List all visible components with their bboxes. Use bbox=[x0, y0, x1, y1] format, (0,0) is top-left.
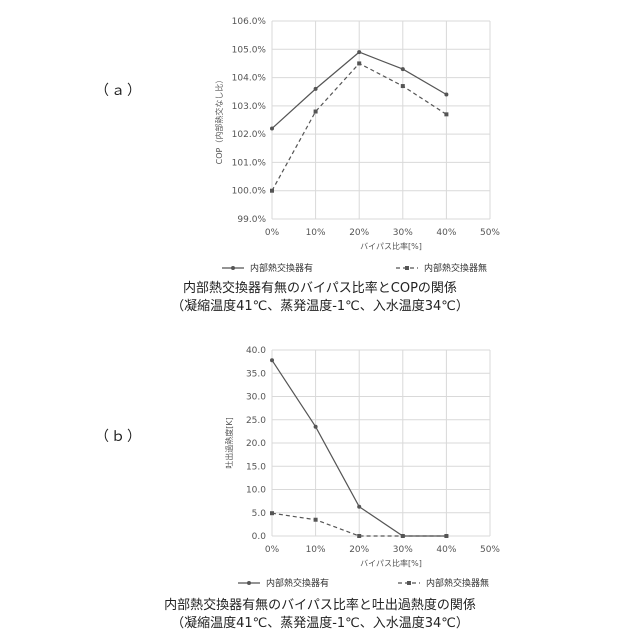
legend-label: 内部熱交換器有 bbox=[266, 577, 329, 589]
y-tick-label: 15.0 bbox=[246, 462, 266, 472]
y-tick-label: 5.0 bbox=[252, 509, 267, 519]
data-point-square bbox=[314, 518, 318, 522]
legend-marker-square bbox=[407, 581, 411, 585]
caption-a-line1: 内部熱交換器有無のバイパス比率とCOPの関係 bbox=[0, 280, 640, 298]
y-tick-label: 10.0 bbox=[246, 486, 266, 496]
legend-label: 内部熱交換器無 bbox=[426, 577, 489, 589]
data-point-square bbox=[444, 534, 448, 538]
data-point-circle bbox=[270, 358, 274, 362]
x-tick-label: 50% bbox=[480, 545, 500, 555]
y-axis-title: 吐出過熱度[K] bbox=[224, 417, 234, 469]
y-tick-label: 30.0 bbox=[246, 393, 266, 403]
caption-a: 内部熱交換器有無のバイパス比率とCOPの関係 （凝縮温度41℃、蒸発温度-1℃、… bbox=[0, 280, 640, 316]
caption-a-line2: （凝縮温度41℃、蒸発温度-1℃、入水温度34℃） bbox=[0, 298, 640, 316]
y-tick-label: 25.0 bbox=[246, 416, 266, 426]
data-point-square bbox=[270, 511, 274, 515]
y-tick-label: 20.0 bbox=[246, 439, 266, 449]
x-tick-label: 20% bbox=[349, 545, 369, 555]
data-point-square bbox=[401, 534, 405, 538]
legend-marker-circle bbox=[247, 581, 251, 585]
y-tick-label: 35.0 bbox=[246, 369, 266, 379]
data-point-circle bbox=[357, 505, 361, 509]
y-tick-label: 40.0 bbox=[246, 346, 266, 356]
x-tick-label: 40% bbox=[436, 545, 456, 555]
caption-b-line1: 内部熱交換器有無のバイパス比率と吐出過熱度の関係 bbox=[0, 597, 640, 615]
data-point-circle bbox=[314, 425, 318, 429]
x-tick-label: 10% bbox=[306, 545, 326, 555]
y-tick-label: 0.0 bbox=[252, 532, 267, 542]
data-point-square bbox=[357, 534, 361, 538]
caption-b: 内部熱交換器有無のバイパス比率と吐出過熱度の関係 （凝縮温度41℃、蒸発温度-1… bbox=[0, 597, 640, 633]
x-tick-label: 0% bbox=[265, 545, 280, 555]
x-axis-title: バイパス比率[%] bbox=[360, 558, 422, 568]
caption-b-line2: （凝縮温度41℃、蒸発温度-1℃、入水温度34℃） bbox=[0, 615, 640, 633]
x-tick-label: 30% bbox=[393, 545, 413, 555]
